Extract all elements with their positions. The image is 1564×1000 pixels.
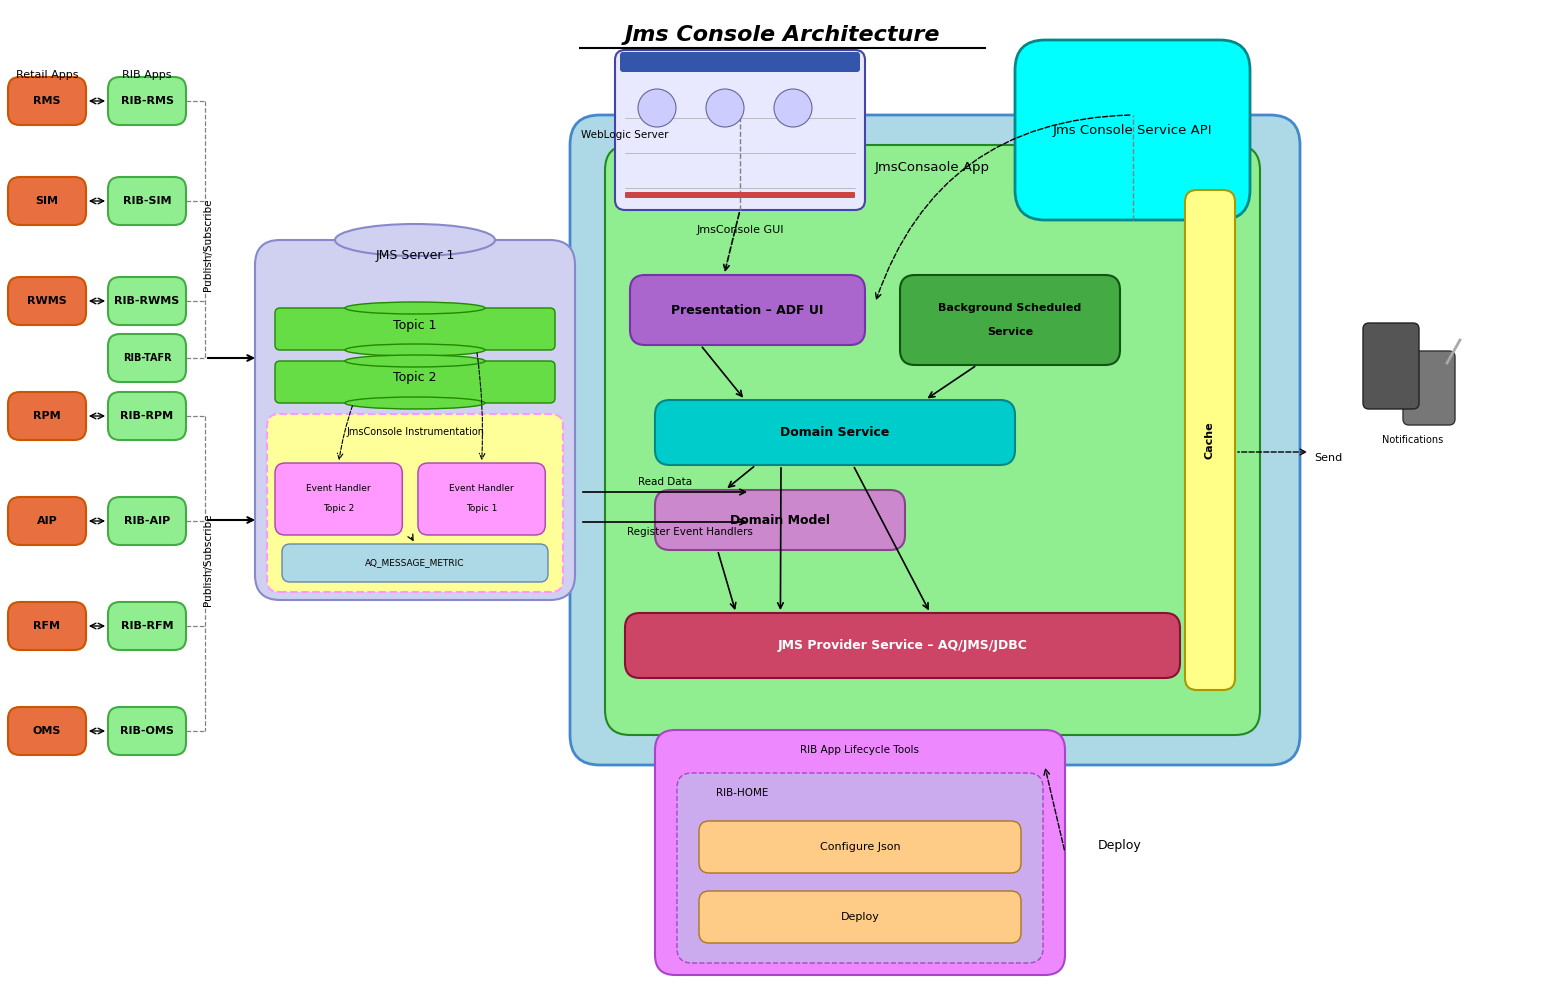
Text: RIB-HOME: RIB-HOME (716, 788, 768, 798)
Text: JMS Server 1: JMS Server 1 (375, 249, 455, 262)
FancyBboxPatch shape (108, 277, 186, 325)
FancyBboxPatch shape (1015, 40, 1250, 220)
FancyBboxPatch shape (108, 392, 186, 440)
FancyBboxPatch shape (699, 821, 1021, 873)
Text: Topic 2: Topic 2 (393, 371, 436, 384)
Text: RMS: RMS (33, 96, 61, 106)
FancyBboxPatch shape (655, 730, 1065, 975)
Text: RWMS: RWMS (27, 296, 67, 306)
Text: Configure Json: Configure Json (820, 842, 901, 852)
FancyBboxPatch shape (1186, 190, 1236, 690)
FancyBboxPatch shape (282, 544, 547, 582)
FancyBboxPatch shape (630, 275, 865, 345)
Text: Cache: Cache (1204, 421, 1215, 459)
FancyBboxPatch shape (626, 192, 856, 198)
Text: Retail Apps: Retail Apps (16, 70, 78, 80)
FancyBboxPatch shape (8, 497, 86, 545)
Text: AIP: AIP (36, 516, 58, 526)
Text: AQ_MESSAGE_METRIC: AQ_MESSAGE_METRIC (366, 558, 465, 568)
FancyBboxPatch shape (8, 392, 86, 440)
Text: Event Handler: Event Handler (449, 485, 515, 493)
Circle shape (774, 89, 812, 127)
Text: RIB-RFM: RIB-RFM (120, 621, 174, 631)
FancyBboxPatch shape (108, 77, 186, 125)
Text: OMS: OMS (33, 726, 61, 736)
Text: Service: Service (987, 327, 1034, 337)
Ellipse shape (346, 302, 485, 314)
FancyBboxPatch shape (418, 463, 546, 535)
FancyBboxPatch shape (267, 414, 563, 592)
Text: SIM: SIM (36, 196, 58, 206)
FancyBboxPatch shape (626, 613, 1179, 678)
Circle shape (705, 89, 744, 127)
FancyBboxPatch shape (8, 277, 86, 325)
Text: Domain Service: Domain Service (780, 426, 890, 439)
FancyBboxPatch shape (108, 177, 186, 225)
Text: Presentation – ADF UI: Presentation – ADF UI (671, 304, 824, 316)
FancyBboxPatch shape (108, 497, 186, 545)
Text: Send: Send (1314, 453, 1342, 463)
Text: RIB-AIP: RIB-AIP (124, 516, 170, 526)
Text: JmsConsole GUI: JmsConsole GUI (696, 225, 784, 235)
Text: JMS Provider Service – AQ/JMS/JDBC: JMS Provider Service – AQ/JMS/JDBC (777, 639, 1028, 652)
FancyBboxPatch shape (619, 52, 860, 72)
FancyBboxPatch shape (255, 240, 576, 600)
Text: RIB Apps: RIB Apps (122, 70, 172, 80)
Text: Topic 1: Topic 1 (393, 318, 436, 332)
Text: JmsConsole Instrumentation: JmsConsole Instrumentation (346, 427, 483, 437)
Circle shape (638, 89, 676, 127)
Text: Deploy: Deploy (1098, 838, 1142, 852)
Text: Register Event Handlers: Register Event Handlers (627, 527, 752, 537)
Text: Domain Model: Domain Model (730, 514, 830, 526)
Text: RIB-RPM: RIB-RPM (120, 411, 174, 421)
Text: Notifications: Notifications (1383, 435, 1444, 445)
Text: Publish/Subscribe: Publish/Subscribe (203, 514, 213, 606)
Text: JmsConsaole App: JmsConsaole App (874, 160, 990, 174)
FancyBboxPatch shape (1403, 351, 1455, 425)
FancyBboxPatch shape (677, 773, 1043, 963)
Text: WebLogic Server: WebLogic Server (582, 130, 669, 140)
Text: Topic 1: Topic 1 (466, 504, 497, 513)
Text: RIB-OMS: RIB-OMS (120, 726, 174, 736)
FancyBboxPatch shape (275, 463, 402, 535)
Text: Read Data: Read Data (638, 477, 691, 487)
FancyBboxPatch shape (8, 707, 86, 755)
FancyBboxPatch shape (655, 490, 906, 550)
FancyBboxPatch shape (108, 334, 186, 382)
Text: RIB-RMS: RIB-RMS (120, 96, 174, 106)
Ellipse shape (346, 397, 485, 409)
FancyBboxPatch shape (8, 177, 86, 225)
FancyBboxPatch shape (699, 891, 1021, 943)
Ellipse shape (346, 355, 485, 367)
Text: RIB App Lifecycle Tools: RIB App Lifecycle Tools (801, 745, 920, 755)
FancyBboxPatch shape (655, 400, 1015, 465)
Text: RIB-SIM: RIB-SIM (122, 196, 170, 206)
FancyBboxPatch shape (899, 275, 1120, 365)
Ellipse shape (346, 344, 485, 356)
Text: Topic 2: Topic 2 (324, 504, 355, 513)
Text: Publish/Subscribe: Publish/Subscribe (203, 199, 213, 291)
FancyBboxPatch shape (1362, 323, 1419, 409)
Text: Deploy: Deploy (840, 912, 879, 922)
FancyBboxPatch shape (108, 707, 186, 755)
Text: RIB-RWMS: RIB-RWMS (114, 296, 180, 306)
FancyBboxPatch shape (275, 308, 555, 350)
FancyBboxPatch shape (569, 115, 1300, 765)
Text: RFM: RFM (33, 621, 61, 631)
Text: RIB-TAFR: RIB-TAFR (122, 353, 172, 363)
FancyBboxPatch shape (108, 602, 186, 650)
FancyBboxPatch shape (605, 145, 1261, 735)
Text: Jms Console Service API: Jms Console Service API (1053, 124, 1212, 137)
Text: Background Scheduled: Background Scheduled (938, 303, 1082, 313)
Text: RPM: RPM (33, 411, 61, 421)
Text: Event Handler: Event Handler (307, 485, 371, 493)
Ellipse shape (335, 224, 494, 256)
FancyBboxPatch shape (8, 77, 86, 125)
FancyBboxPatch shape (275, 361, 555, 403)
FancyBboxPatch shape (8, 602, 86, 650)
FancyBboxPatch shape (615, 50, 865, 210)
Text: Jms Console Architecture: Jms Console Architecture (624, 25, 940, 45)
